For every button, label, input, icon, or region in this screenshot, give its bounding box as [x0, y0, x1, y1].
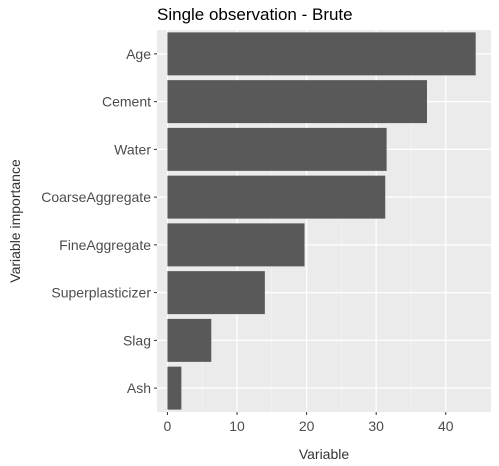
y-tick-label: Superplasticizer — [51, 285, 151, 301]
y-tick-label: Water — [114, 141, 151, 157]
bar-age — [167, 32, 476, 76]
x-tick-label: 40 — [438, 418, 454, 434]
y-axis: Age Cement Water CoarseAggregate FineAggrega… — [41, 46, 157, 396]
y-tick-label: CoarseAggregate — [41, 189, 151, 205]
y-tick-label: Slag — [123, 332, 151, 348]
y-tick-label: Cement — [102, 94, 151, 110]
chart-title: Single observation - Brute — [157, 5, 353, 24]
bar-slag — [167, 318, 212, 362]
y-axis-title: Variable importance — [7, 159, 23, 283]
bars — [167, 32, 476, 410]
y-tick-label: Age — [126, 46, 151, 62]
x-tick-label: 20 — [299, 418, 315, 434]
x-tick-label: 0 — [164, 418, 172, 434]
bar-ash — [167, 366, 182, 410]
bar-superplasticizer — [167, 271, 265, 315]
x-tick-label: 10 — [229, 418, 245, 434]
bar-cement — [167, 80, 427, 124]
y-tick-label: Ash — [127, 380, 151, 396]
x-tick-label: 30 — [368, 418, 384, 434]
y-tick-label: FineAggregate — [59, 237, 151, 253]
bar-fineaggregate — [167, 223, 305, 267]
bar-water — [167, 127, 387, 171]
x-axis: 0 10 20 30 40 — [164, 412, 454, 434]
x-axis-title: Variable — [299, 446, 350, 462]
bar-coarseaggregate — [167, 175, 386, 219]
